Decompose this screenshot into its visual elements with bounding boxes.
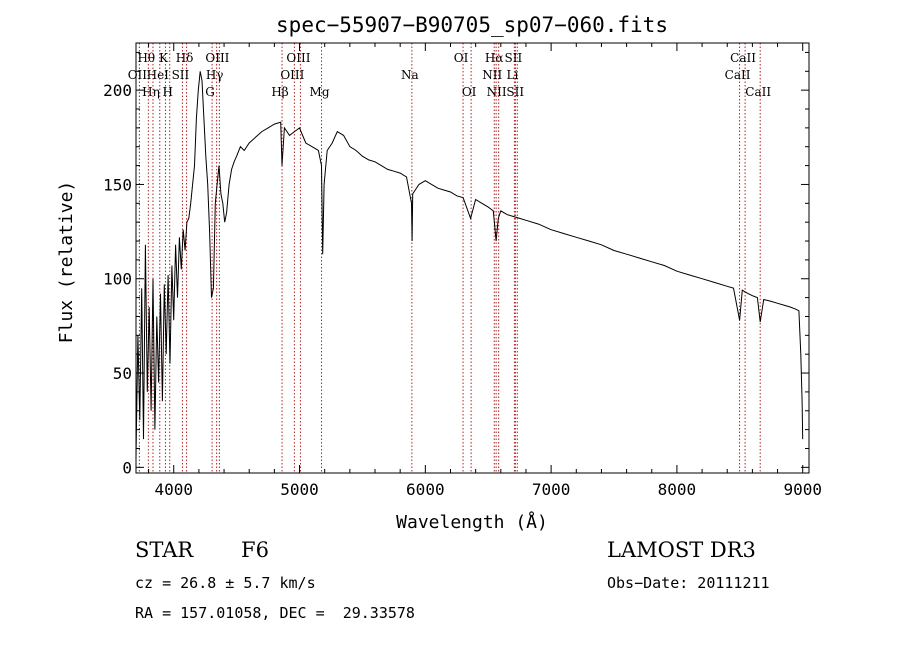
line-label-17: OI bbox=[462, 85, 477, 99]
line-label-7: Hδ bbox=[176, 51, 194, 65]
line-label-15: Na bbox=[401, 68, 419, 82]
line-label-21: SII bbox=[505, 51, 523, 65]
line-label-13: OIII bbox=[280, 68, 304, 82]
line-annotations: HθOIIHηHeIKHSIIHδGOIIIHγHβOIIIOIIIMgNaOI… bbox=[128, 51, 772, 99]
line-label-8: G bbox=[205, 85, 215, 99]
line-label-9: OIII bbox=[205, 51, 229, 65]
object-subclass: F6 bbox=[241, 538, 269, 562]
plot-frame bbox=[135, 42, 810, 474]
x-axis-ticks: 4000 5000 6000 7000 8000 9000 bbox=[148, 43, 822, 499]
line-label-23: SII bbox=[506, 85, 524, 99]
spectrum-line bbox=[135, 71, 804, 458]
line-label-3: HeI bbox=[147, 68, 170, 82]
line-label-22: Li bbox=[506, 68, 518, 82]
line-label-25: CaII bbox=[725, 68, 751, 82]
line-label-24: CaII bbox=[730, 51, 756, 65]
x-tick-label-3: 7000 bbox=[532, 480, 571, 499]
line-label-19: NII bbox=[482, 68, 502, 82]
line-label-16: OI bbox=[454, 51, 469, 65]
y-tick-label-0: 0 bbox=[122, 458, 132, 477]
x-tick-label-5: 9000 bbox=[783, 480, 822, 499]
line-label-6: SII bbox=[172, 68, 190, 82]
line-label-12: OIII bbox=[286, 51, 310, 65]
line-label-0: Hθ bbox=[137, 51, 155, 65]
y-tick-label-4: 200 bbox=[103, 81, 132, 100]
ra-dec: RA = 157.01058, DEC = 29.33578 bbox=[135, 604, 415, 622]
line-label-26: CaII bbox=[745, 85, 771, 99]
x-tick-label-0: 4000 bbox=[154, 480, 193, 499]
y-tick-label-3: 150 bbox=[103, 175, 132, 194]
line-label-4: K bbox=[159, 51, 169, 65]
line-label-2: Hη bbox=[142, 85, 160, 99]
line-label-20: NII bbox=[487, 85, 507, 99]
y-axis-label: Flux (relative) bbox=[56, 181, 77, 344]
observation-date: Obs−Date: 20111211 bbox=[607, 574, 770, 592]
redshift-cz: cz = 26.8 ± 5.7 km/s bbox=[135, 574, 316, 592]
x-tick-label-2: 6000 bbox=[406, 480, 445, 499]
survey-name: LAMOST DR3 bbox=[607, 538, 756, 562]
line-label-11: Hβ bbox=[271, 85, 288, 99]
line-label-1: OII bbox=[128, 68, 148, 82]
y-tick-label-1: 50 bbox=[113, 364, 132, 383]
x-tick-label-4: 8000 bbox=[658, 480, 697, 499]
line-label-10: Hγ bbox=[206, 68, 224, 82]
y-tick-label-2: 100 bbox=[103, 270, 132, 289]
line-label-18: Hα bbox=[485, 51, 504, 65]
line-label-14: Mg bbox=[310, 85, 330, 99]
object-class: STAR bbox=[135, 538, 194, 562]
y-axis-ticks: 0 50 100 150 200 bbox=[103, 51, 809, 477]
x-tick-label-1: 5000 bbox=[280, 480, 319, 499]
line-markers bbox=[138, 43, 761, 473]
x-axis-label: Wavelength (Å) bbox=[396, 511, 548, 533]
chart-title: spec−55907−B90705_sp07−060.fits bbox=[276, 13, 668, 37]
line-label-5: H bbox=[162, 85, 172, 99]
spectrum-chart: spec−55907−B90705_sp07−060.fits HθOIIHηH… bbox=[56, 13, 822, 533]
